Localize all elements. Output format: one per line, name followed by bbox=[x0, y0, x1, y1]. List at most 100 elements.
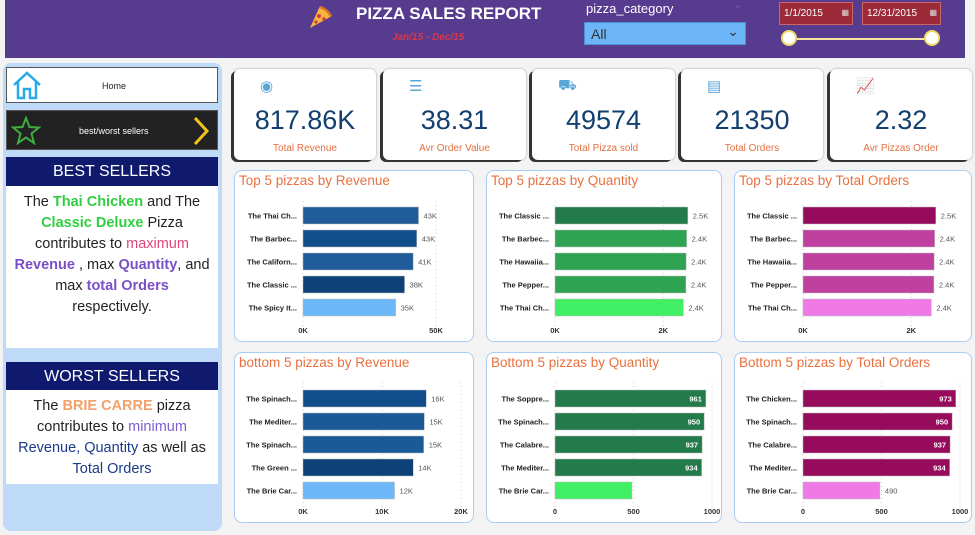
category-label: The Mediter... bbox=[749, 464, 797, 473]
text-segment: , and max bbox=[55, 257, 210, 294]
date-slider-track[interactable] bbox=[789, 38, 932, 40]
category-label: The Calabre... bbox=[500, 441, 549, 450]
bar bbox=[554, 206, 689, 225]
data-label: 15K bbox=[429, 441, 442, 450]
kpi-card: ▤ 21350 Total Orders bbox=[681, 69, 823, 160]
start-date-input[interactable]: 1/1/2015 ▦ bbox=[779, 2, 853, 25]
category-value: All bbox=[591, 26, 607, 42]
x-tick-label: 500 bbox=[627, 507, 640, 516]
kpi-card: ◉ 817.86K Total Revenue bbox=[234, 69, 376, 160]
x-tick-label: 10K bbox=[375, 507, 389, 516]
home-button[interactable]: Home bbox=[6, 67, 218, 103]
x-tick-label: 2K bbox=[658, 326, 668, 335]
x-tick-label: 0K bbox=[550, 326, 560, 335]
category-label: The Thai Ch... bbox=[748, 304, 797, 313]
x-tick-label: 1000 bbox=[704, 507, 720, 516]
data-label: 490 bbox=[885, 487, 898, 496]
bar bbox=[802, 229, 935, 248]
best-worst-label: best/worst sellers bbox=[79, 126, 149, 136]
data-label: 2.4K bbox=[688, 304, 703, 313]
x-tick-label: 2K bbox=[906, 326, 916, 335]
chevron-down-icon[interactable]: ⌄ bbox=[733, 0, 743, 11]
category-label: The Spinach... bbox=[746, 418, 797, 427]
text-segment: and The bbox=[143, 194, 201, 210]
data-label: 2.4K bbox=[936, 304, 951, 313]
bar-chart: Bottom 5 pizzas by Quantity 0 500 1000 The S… bbox=[486, 352, 722, 523]
data-label: 14K bbox=[418, 464, 431, 473]
category-label: The Calabre... bbox=[748, 441, 797, 450]
bar bbox=[554, 435, 703, 454]
data-label: 2.4K bbox=[940, 235, 955, 244]
chart-title: Bottom 5 pizzas by Total Orders bbox=[739, 355, 931, 370]
bar bbox=[554, 412, 705, 431]
x-tick-label: 500 bbox=[875, 507, 888, 516]
category-label: The Classic ... bbox=[747, 212, 797, 221]
x-tick-label: 0K bbox=[298, 507, 308, 516]
category-dropdown[interactable]: All ⌄ bbox=[584, 22, 746, 45]
x-tick-label: 20K bbox=[454, 507, 468, 516]
bar bbox=[802, 252, 935, 271]
worst-sellers-text: The BRIE CARRE pizza contributes to mini… bbox=[6, 390, 218, 484]
text-segment: , max bbox=[74, 257, 119, 273]
report-title: PIZZA SALES REPORT bbox=[356, 4, 542, 23]
bar-chart: Bottom 5 pizzas by Total Orders 0 500 1000 T… bbox=[734, 352, 972, 523]
x-tick-label: 1000 bbox=[952, 507, 969, 516]
date-range-subtitle: Jan/15 - Dec/15 bbox=[392, 32, 465, 43]
text-segment: Revenue, Quantity bbox=[18, 440, 139, 456]
data-label: 2.4K bbox=[692, 235, 707, 244]
bar bbox=[302, 389, 427, 408]
data-label: 35K bbox=[401, 304, 414, 313]
text-segment: Classic Deluxe bbox=[41, 215, 144, 231]
bar bbox=[302, 206, 419, 225]
date-slider-end-handle[interactable] bbox=[924, 30, 940, 46]
bar bbox=[302, 298, 396, 317]
chevron-right-icon bbox=[193, 116, 210, 146]
date-slider-start-handle[interactable] bbox=[781, 30, 797, 46]
text-segment: minimum bbox=[128, 419, 187, 435]
bar bbox=[554, 229, 687, 248]
best-worst-sellers-button[interactable]: best/worst sellers bbox=[6, 110, 218, 150]
chart-title: Top 5 pizzas by Quantity bbox=[491, 173, 639, 188]
bar bbox=[802, 206, 937, 225]
bar bbox=[302, 458, 414, 477]
text-segment: The bbox=[23, 194, 53, 210]
kpi-label: Total Orders bbox=[724, 143, 780, 154]
text-segment: respectively. bbox=[72, 299, 152, 315]
category-label: The Brie Car... bbox=[747, 487, 797, 496]
category-label: The Brie Car... bbox=[499, 487, 549, 496]
category-filter-label: pizza_category bbox=[586, 1, 674, 16]
bar-chart: bottom 5 pizzas by Revenue 0K 10K 20K The Sp… bbox=[234, 352, 474, 523]
kpi-label: Total Pizza sold bbox=[568, 143, 639, 154]
bar bbox=[302, 229, 418, 248]
kpi-value: 49574 bbox=[565, 105, 642, 135]
bar bbox=[302, 275, 405, 294]
data-label: 43K bbox=[422, 235, 435, 244]
category-label: The Spinach... bbox=[246, 441, 297, 450]
bar bbox=[554, 252, 687, 271]
data-label: 950 bbox=[688, 418, 701, 427]
text-segment: Revenue bbox=[14, 257, 75, 273]
category-label: The Pepper... bbox=[502, 281, 549, 290]
data-label: 43K bbox=[424, 212, 437, 221]
kpi-label: Total Revenue bbox=[273, 143, 337, 154]
x-tick-label: 50K bbox=[429, 326, 443, 335]
text-segment: Pizza contributes to bbox=[35, 215, 183, 252]
calendar-icon[interactable]: ▦ bbox=[841, 8, 849, 17]
x-tick-label: 0K bbox=[798, 326, 808, 335]
category-label: The Spicy It... bbox=[249, 304, 297, 313]
data-label: 934 bbox=[933, 464, 946, 473]
category-label: The Brie Car... bbox=[247, 487, 297, 496]
bar-chart: Top 5 pizzas by Revenue 0K 50K The Thai Ch.… bbox=[234, 170, 474, 342]
bar bbox=[554, 389, 707, 408]
category-label: The Californ... bbox=[247, 258, 297, 267]
end-date-input[interactable]: 12/31/2015 ▦ bbox=[862, 2, 941, 25]
start-date-value: 1/1/2015 bbox=[784, 8, 823, 19]
calendar-icon[interactable]: ▦ bbox=[929, 8, 937, 17]
chart-plot: 0K 10K 20K The Spinach... 16K The Mediter... 1… bbox=[246, 382, 468, 516]
text-segment: total Orders bbox=[86, 278, 169, 294]
delivery-icon: ⛟ bbox=[558, 77, 577, 94]
kpi-value: 38.31 bbox=[420, 105, 489, 135]
worst-sellers-heading: WORST SELLERS bbox=[6, 362, 218, 391]
bar bbox=[802, 481, 881, 500]
chart-title: Top 5 pizzas by Total Orders bbox=[739, 173, 910, 188]
